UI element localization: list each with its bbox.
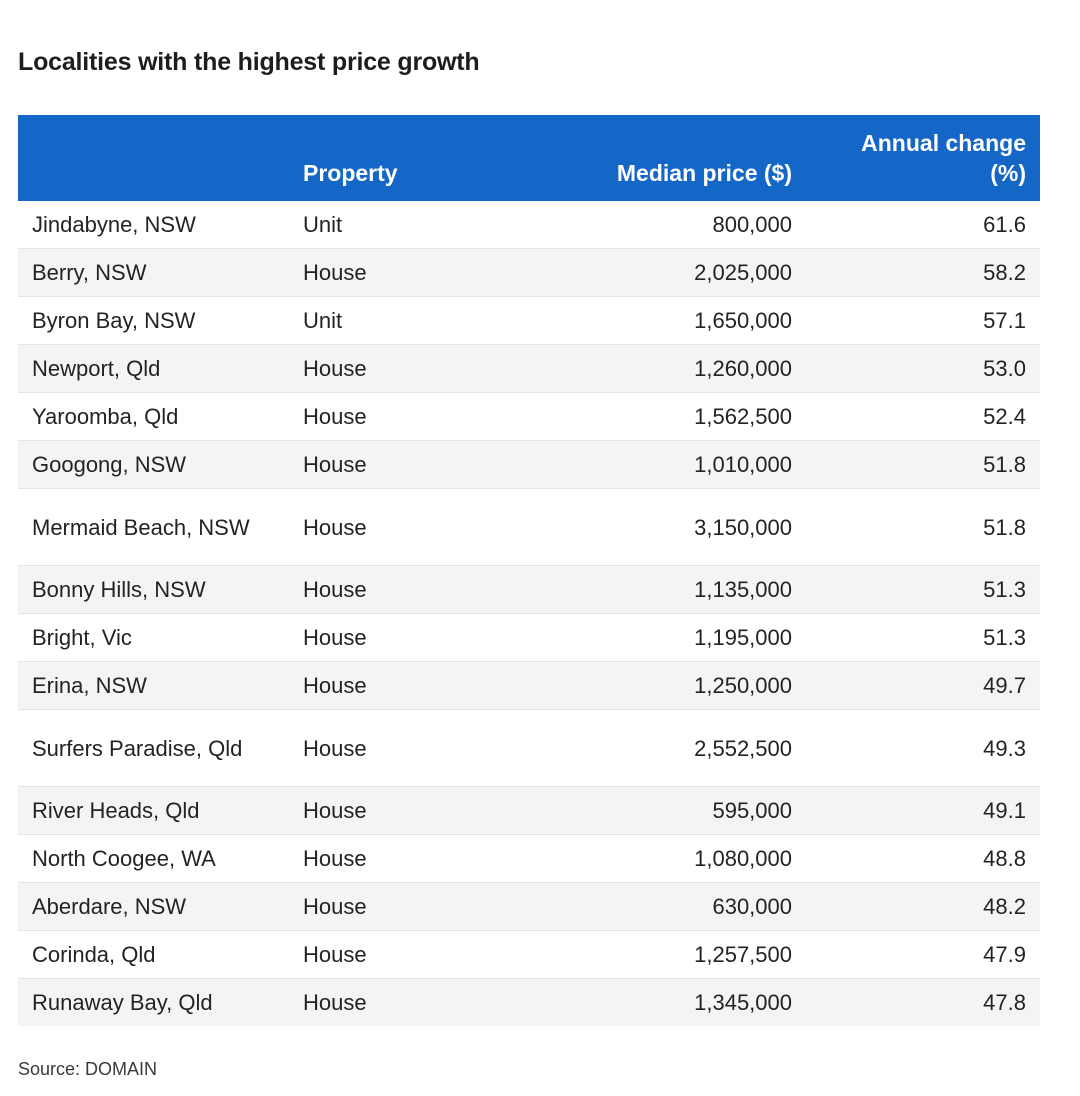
table-row: Mermaid Beach, NSW House 3,150,000 51.8 [18, 488, 1040, 566]
cell-annual-change: 58.2 [806, 248, 1040, 297]
cell-annual-change: 48.8 [806, 834, 1040, 883]
cell-locality: Byron Bay, NSW [18, 296, 289, 345]
cell-median-price: 2,025,000 [547, 248, 806, 297]
cell-annual-change: 51.3 [806, 565, 1040, 614]
cell-property: House [289, 786, 547, 835]
cell-property: House [289, 882, 547, 931]
table-row: Newport, Qld House 1,260,000 53.0 [18, 344, 1040, 393]
cell-annual-change: 61.6 [806, 201, 1040, 249]
table-row: Bonny Hills, NSW House 1,135,000 51.3 [18, 565, 1040, 614]
cell-median-price: 800,000 [547, 201, 806, 249]
cell-locality: Yaroomba, Qld [18, 392, 289, 441]
table-row: Bright, Vic House 1,195,000 51.3 [18, 613, 1040, 662]
table-row: Yaroomba, Qld House 1,562,500 52.4 [18, 392, 1040, 441]
cell-annual-change: 53.0 [806, 344, 1040, 393]
price-growth-table: Property Median price ($) Annual change … [18, 115, 1040, 1026]
cell-locality: Runaway Bay, Qld [18, 978, 289, 1026]
cell-property: House [289, 488, 547, 566]
cell-locality: Surfers Paradise, Qld [18, 709, 289, 787]
cell-property: Unit [289, 296, 547, 345]
cell-property: House [289, 392, 547, 441]
cell-annual-change: 51.3 [806, 613, 1040, 662]
cell-annual-change: 49.3 [806, 709, 1040, 787]
table-row: Erina, NSW House 1,250,000 49.7 [18, 661, 1040, 710]
cell-annual-change: 48.2 [806, 882, 1040, 931]
cell-median-price: 1,250,000 [547, 661, 806, 710]
cell-property: House [289, 709, 547, 787]
cell-locality: Erina, NSW [18, 661, 289, 710]
cell-locality: Mermaid Beach, NSW [18, 488, 289, 566]
cell-property: House [289, 978, 547, 1026]
page-title: Localities with the highest price growth [18, 48, 480, 76]
cell-property: House [289, 834, 547, 883]
cell-locality: Corinda, Qld [18, 930, 289, 979]
cell-median-price: 1,345,000 [547, 978, 806, 1026]
cell-locality: Jindabyne, NSW [18, 201, 289, 249]
cell-annual-change: 52.4 [806, 392, 1040, 441]
cell-annual-change: 57.1 [806, 296, 1040, 345]
header-row: Property Median price ($) Annual change … [18, 115, 1040, 201]
cell-property: Unit [289, 201, 547, 249]
header-property: Property [303, 160, 398, 186]
cell-median-price: 1,260,000 [547, 344, 806, 393]
cell-locality: North Coogee, WA [18, 834, 289, 883]
cell-property: House [289, 930, 547, 979]
cell-annual-change: 47.9 [806, 930, 1040, 979]
cell-locality: Bonny Hills, NSW [18, 565, 289, 614]
cell-property: House [289, 440, 547, 489]
cell-property: House [289, 248, 547, 297]
cell-median-price: 3,150,000 [547, 488, 806, 566]
table-row: Runaway Bay, Qld House 1,345,000 47.8 [18, 978, 1040, 1026]
cell-locality: Bright, Vic [18, 613, 289, 662]
cell-median-price: 1,650,000 [547, 296, 806, 345]
header-locality [18, 115, 289, 201]
table-header: Property Median price ($) Annual change … [18, 115, 1040, 201]
cell-annual-change: 49.1 [806, 786, 1040, 835]
cell-property: House [289, 613, 547, 662]
cell-locality: River Heads, Qld [18, 786, 289, 835]
cell-locality: Googong, NSW [18, 440, 289, 489]
cell-annual-change: 51.8 [806, 488, 1040, 566]
cell-property: House [289, 661, 547, 710]
table-row: Corinda, Qld House 1,257,500 47.9 [18, 930, 1040, 979]
cell-locality: Aberdare, NSW [18, 882, 289, 931]
cell-property: House [289, 344, 547, 393]
table-row: North Coogee, WA House 1,080,000 48.8 [18, 834, 1040, 883]
table-row: Aberdare, NSW House 630,000 48.2 [18, 882, 1040, 931]
cell-annual-change: 47.8 [806, 978, 1040, 1026]
header-annual-change: Annual change (%) [861, 130, 1026, 186]
cell-property: House [289, 565, 547, 614]
table-row: Berry, NSW House 2,025,000 58.2 [18, 248, 1040, 297]
cell-annual-change: 49.7 [806, 661, 1040, 710]
table-row: River Heads, Qld House 595,000 49.1 [18, 786, 1040, 835]
cell-locality: Berry, NSW [18, 248, 289, 297]
cell-locality: Newport, Qld [18, 344, 289, 393]
cell-median-price: 1,195,000 [547, 613, 806, 662]
cell-median-price: 1,562,500 [547, 392, 806, 441]
table-row: Jindabyne, NSW Unit 800,000 61.6 [18, 201, 1040, 249]
cell-median-price: 1,257,500 [547, 930, 806, 979]
table-row: Byron Bay, NSW Unit 1,650,000 57.1 [18, 296, 1040, 345]
table-body: Jindabyne, NSW Unit 800,000 61.6 Berry, NSW H… [18, 201, 1040, 1026]
cell-median-price: 595,000 [547, 786, 806, 835]
cell-median-price: 1,080,000 [547, 834, 806, 883]
cell-median-price: 630,000 [547, 882, 806, 931]
cell-median-price: 1,135,000 [547, 565, 806, 614]
source-note: Source: DOMAIN [18, 1059, 158, 1079]
header-median-price: Median price ($) [616, 160, 792, 186]
cell-median-price: 2,552,500 [547, 709, 806, 787]
table-row: Googong, NSW House 1,010,000 51.8 [18, 440, 1040, 489]
cell-median-price: 1,010,000 [547, 440, 806, 489]
table-row: Surfers Paradise, Qld House 2,552,500 49.3 [18, 709, 1040, 787]
cell-annual-change: 51.8 [806, 440, 1040, 489]
